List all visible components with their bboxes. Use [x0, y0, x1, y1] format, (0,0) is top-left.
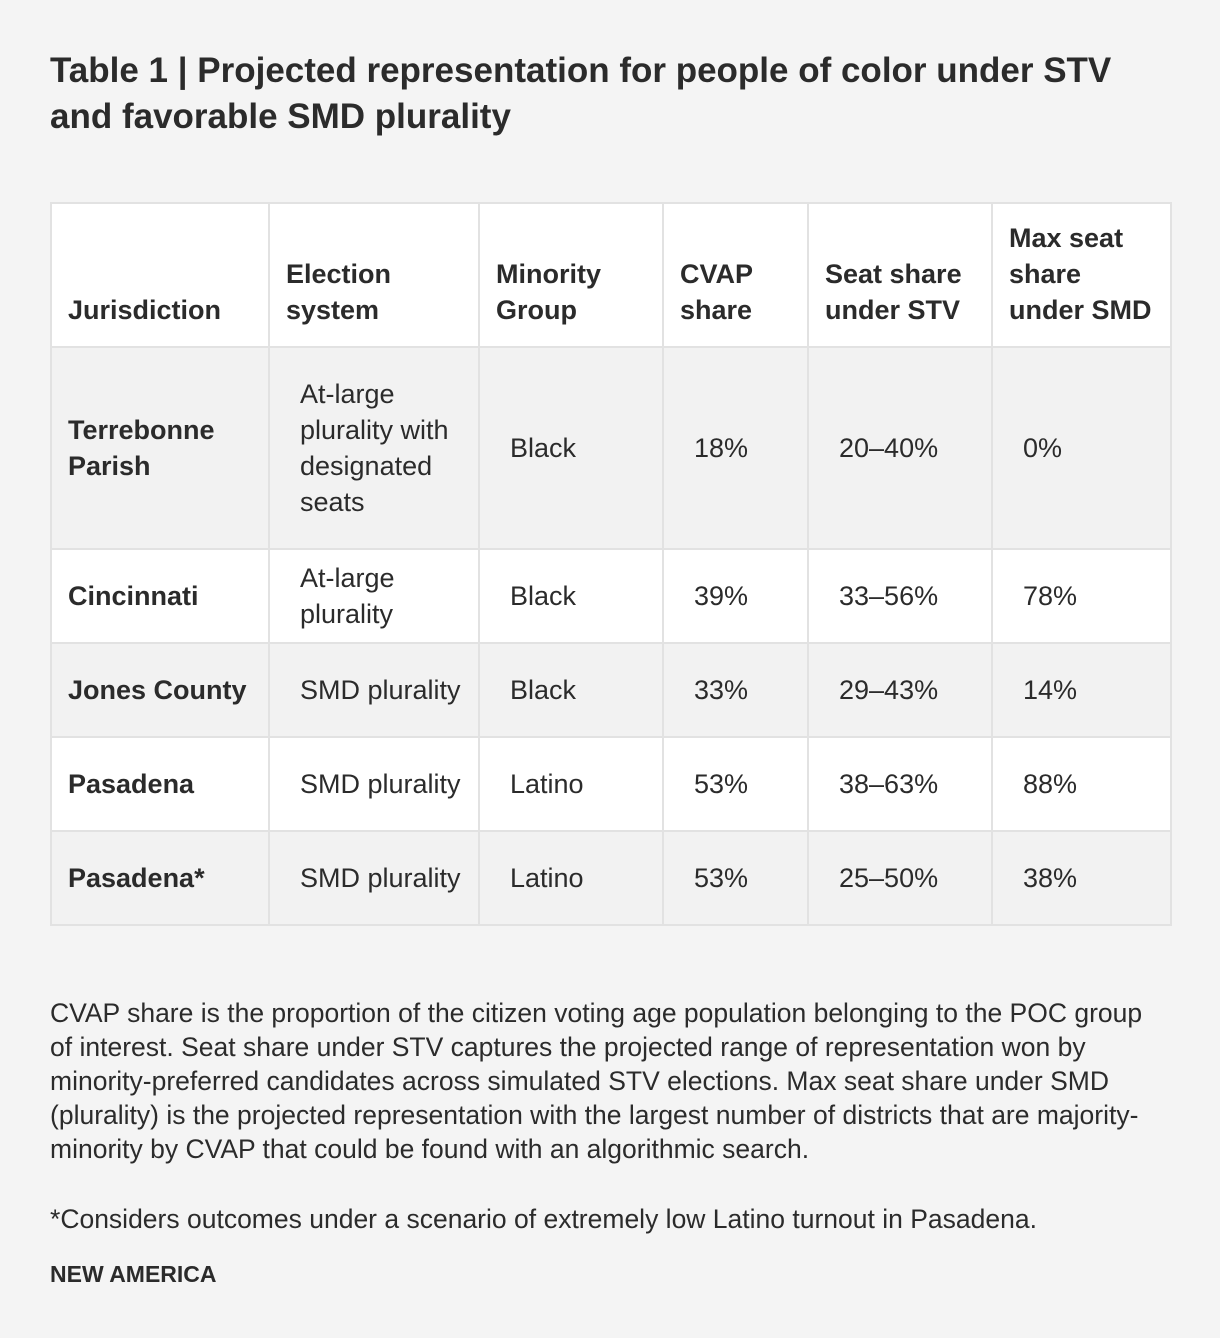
- table-note: CVAP share is the proportion of the citi…: [50, 998, 1143, 1164]
- cell-cvap-share: 33%: [662, 642, 809, 738]
- data-table-container: Jurisdiction Election system Minority Gr…: [50, 202, 1172, 926]
- cell-seat-share-stv: 25–50%: [807, 830, 993, 926]
- cell-election-system: At-large plurality with designated seats: [268, 346, 480, 550]
- cell-jurisdiction: Terrebonne Parish: [50, 346, 270, 550]
- cell-seat-share-stv: 33–56%: [807, 548, 993, 644]
- cell-minority-group: Latino: [478, 736, 664, 832]
- header-cvap-share: CVAP share: [662, 202, 809, 348]
- cell-jurisdiction: Cincinnati: [50, 548, 270, 644]
- header-jurisdiction: Jurisdiction: [50, 202, 270, 348]
- cell-election-system: SMD plurality: [268, 736, 480, 832]
- cell-max-seat-share-smd: 78%: [991, 548, 1172, 644]
- cell-seat-share-stv: 29–43%: [807, 642, 993, 738]
- header-max-seat-share-smd: Max seat share under SMD: [991, 202, 1172, 348]
- header-minority-group: Minority Group: [478, 202, 664, 348]
- header-election-system: Election system: [268, 202, 480, 348]
- cell-minority-group: Black: [478, 548, 664, 644]
- table-row: Pasadena* SMD plurality Latino 53% 25–50…: [50, 830, 1172, 926]
- table-header-row: Jurisdiction Election system Minority Gr…: [50, 202, 1172, 348]
- cell-cvap-share: 53%: [662, 736, 809, 832]
- table-row: Pasadena SMD plurality Latino 53% 38–63%…: [50, 736, 1172, 832]
- table-footnote: *Considers outcomes under a scenario of …: [50, 1204, 1037, 1234]
- cell-jurisdiction: Jones County: [50, 642, 270, 738]
- cell-max-seat-share-smd: 14%: [991, 642, 1172, 738]
- header-seat-share-stv: Seat share under STV: [807, 202, 993, 348]
- cell-jurisdiction: Pasadena: [50, 736, 270, 832]
- cell-jurisdiction: Pasadena*: [50, 830, 270, 926]
- table-row: Cincinnati At-large plurality Black 39% …: [50, 548, 1172, 644]
- cell-minority-group: Black: [478, 642, 664, 738]
- cell-max-seat-share-smd: 38%: [991, 830, 1172, 926]
- cell-minority-group: Latino: [478, 830, 664, 926]
- representation-table: Jurisdiction Election system Minority Gr…: [50, 202, 1172, 926]
- table-row: Terrebonne Parish At-large plurality wit…: [50, 346, 1172, 550]
- page-title: Table 1 | Projected representation for p…: [50, 51, 1112, 136]
- cell-election-system: SMD plurality: [268, 830, 480, 926]
- cell-cvap-share: 53%: [662, 830, 809, 926]
- cell-election-system: SMD plurality: [268, 642, 480, 738]
- cell-max-seat-share-smd: 88%: [991, 736, 1172, 832]
- table-row: Jones County SMD plurality Black 33% 29–…: [50, 642, 1172, 738]
- cell-minority-group: Black: [478, 346, 664, 550]
- cell-seat-share-stv: 20–40%: [807, 346, 993, 550]
- cell-election-system: At-large plurality: [268, 548, 480, 644]
- cell-cvap-share: 18%: [662, 346, 809, 550]
- cell-max-seat-share-smd: 0%: [991, 346, 1172, 550]
- cell-cvap-share: 39%: [662, 548, 809, 644]
- brand-label: NEW AMERICA: [50, 1261, 217, 1287]
- cell-seat-share-stv: 38–63%: [807, 736, 993, 832]
